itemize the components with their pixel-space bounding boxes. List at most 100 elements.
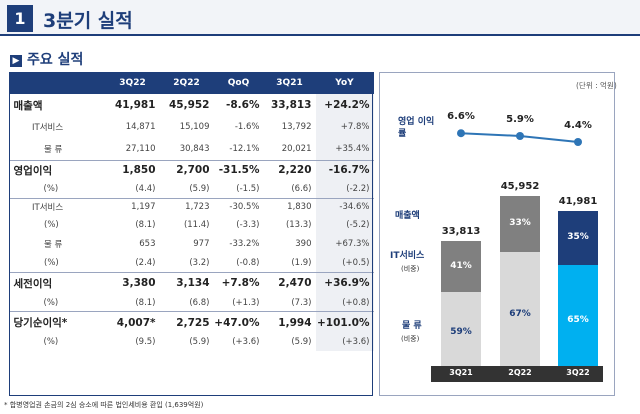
section-number: 1 — [7, 5, 33, 32]
table-cell: 2,220 — [263, 159, 316, 180]
table-cell: 33,813 — [270, 99, 312, 111]
x-tick-label: 3Q21 — [449, 368, 473, 377]
table-cell: 13,792 — [281, 122, 312, 132]
table-row: (%) (2.4) (3.2) (-0.8) (1.9) (+0.5) — [9, 254, 374, 272]
logistics-series-label: 물 류 — [402, 321, 422, 331]
bar-segment-logistics — [500, 252, 540, 366]
chart-panel — [379, 72, 615, 396]
revenue-label: 매출액 — [395, 211, 420, 221]
table-cell: -8.6% — [226, 99, 260, 111]
table-header-row: 3Q22 2Q22 QoQ 3Q21 YoY — [9, 72, 374, 94]
table-cell: 1,830 — [263, 197, 316, 216]
table-cell: 1,723 — [159, 197, 214, 216]
table-row: IT서비스 1,197 1,723 -30.5% 1,830 -34.6% — [9, 197, 374, 216]
table-cell: +47.0% — [213, 311, 264, 334]
table-cell: (-0.8) — [236, 257, 260, 268]
bar-total-label: 33,813 — [441, 225, 481, 237]
unit-label: (단위 : 억원) — [576, 81, 617, 90]
table-cell: 2,725 — [159, 311, 214, 334]
table-cell: 41,981 — [114, 99, 156, 111]
table-cell: (-1.5) — [236, 183, 260, 194]
table-cell: 653 — [139, 239, 156, 249]
table-cell: (1.9) — [291, 257, 312, 268]
bar-segment-logistics — [558, 265, 598, 366]
table-header-cell — [9, 72, 106, 94]
table-cell: 1,994 — [263, 311, 316, 334]
table-cell: (+1.3) — [232, 297, 260, 308]
x-axis-bar — [431, 366, 603, 382]
it-series-sublabel: (비중) — [401, 265, 420, 273]
slide-title: 3분기 실적 — [43, 10, 133, 32]
table-cell: -33.2% — [229, 239, 260, 249]
bar-data-label: 59% — [450, 326, 472, 337]
table-cell: (+3.6) — [232, 337, 260, 347]
table-cell: (-3.3) — [236, 220, 260, 230]
table-cell: (11.4) — [183, 220, 210, 230]
row-label: 당기순이익* — [9, 311, 106, 334]
bar-segment-it — [441, 240, 481, 293]
margin-point-label: 4.4% — [564, 120, 592, 131]
margin-line-chart: 6.6% 5.9% 4.4% — [447, 111, 592, 146]
table-cell: +7.8% — [315, 116, 374, 138]
margin-point-label: 5.9% — [506, 114, 534, 125]
table-cell: (+0.5) — [315, 254, 374, 272]
table-cell: 27,110 — [125, 143, 156, 154]
bar-data-label: 35% — [567, 231, 589, 242]
table-cell: 390 — [295, 239, 312, 249]
table-row: 물 류 27,110 30,843 -12.1% 20,021 +35.4% — [9, 138, 374, 160]
margin-line-label: 영업 이익률 — [398, 117, 435, 139]
row-label: (%) — [43, 297, 59, 308]
table-cell: -1.6% — [234, 122, 260, 132]
table-cell: (5.9) — [189, 337, 210, 347]
table-cell: (5.9) — [189, 183, 210, 194]
table-cell: -31.5% — [213, 159, 264, 180]
row-label: (%) — [9, 216, 106, 234]
table-row: 당기순이익* 4,007* 2,725 +47.0% 1,994 +101.0% — [9, 311, 374, 334]
table-cell: -34.6% — [315, 197, 374, 216]
row-label: 세전이익 — [9, 271, 106, 294]
table-cell: (6.6) — [291, 183, 312, 194]
table-header-cell: 3Q21 — [263, 72, 316, 94]
row-label: 매출액 — [13, 99, 43, 112]
slide-header: 1 3분기 실적 — [0, 0, 640, 36]
table-row: 물 류 653 977 -33.2% 390 +67.3% — [9, 234, 374, 254]
margin-point — [457, 129, 465, 138]
row-label: IT서비스 — [9, 116, 106, 138]
table-cell: (7.3) — [291, 297, 312, 308]
table-cell: -12.1% — [229, 143, 260, 154]
table-cell: (13.3) — [285, 220, 312, 230]
table-header-cell: QoQ — [213, 72, 264, 94]
table-cell: 977 — [193, 239, 210, 249]
table-cell: +36.9% — [315, 271, 374, 294]
table-row: 영업이익 1,850 2,700 -31.5% 2,220 -16.7% — [9, 159, 374, 180]
row-label: IT서비스 — [9, 197, 106, 216]
table-cell: 2,700 — [159, 159, 214, 180]
table-cell: 14,871 — [125, 122, 156, 132]
bar-segment-it — [500, 196, 540, 253]
table-row: IT서비스 14,871 15,109 -1.6% 13,792 +7.8% — [9, 116, 374, 138]
bar-total-label: 45,952 — [500, 181, 540, 192]
table-cell: (8.1) — [135, 220, 156, 230]
table-cell: 3,380 — [105, 271, 160, 294]
table-cell: +101.0% — [315, 311, 374, 334]
bar-segment-it — [558, 210, 598, 266]
table-cell: (+0.8) — [315, 294, 374, 312]
arrow-right-icon: ▶ — [10, 55, 22, 67]
table-cell: 2,470 — [263, 271, 316, 294]
margin-point — [574, 138, 582, 146]
table-cell: 1,850 — [105, 159, 160, 180]
table-cell: (5.9) — [291, 337, 312, 347]
table-cell: 3,134 — [159, 271, 214, 294]
table-cell: (3.2) — [189, 257, 210, 268]
table-cell: (-2.2) — [315, 180, 374, 198]
table-cell: +67.3% — [315, 234, 374, 254]
section-heading: ▶ 주요 실적 — [10, 49, 83, 69]
row-label: (%) — [43, 183, 59, 194]
logistics-series-sublabel: (비중) — [401, 335, 420, 343]
table-cell: 20,021 — [281, 143, 312, 154]
x-tick-label: 2Q22 — [508, 368, 532, 377]
table-row: 세전이익 3,380 3,134 +7.8% 2,470 +36.9% — [9, 271, 374, 294]
row-label: 물 류 — [9, 138, 106, 160]
table-cell: -16.7% — [315, 159, 374, 180]
x-tick-label: 3Q22 — [566, 368, 590, 377]
